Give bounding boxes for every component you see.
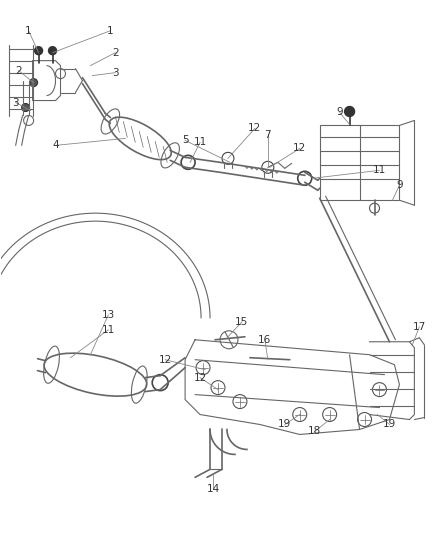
Text: 19: 19 — [382, 419, 395, 430]
Text: 11: 11 — [102, 325, 115, 335]
Text: 11: 11 — [193, 138, 206, 148]
Text: 1: 1 — [25, 26, 32, 36]
Text: 4: 4 — [52, 140, 59, 150]
Text: 9: 9 — [395, 180, 402, 190]
Text: 11: 11 — [372, 165, 385, 175]
Circle shape — [49, 47, 57, 55]
Text: 2: 2 — [112, 47, 118, 58]
Circle shape — [29, 78, 38, 86]
Text: 13: 13 — [102, 310, 115, 320]
Text: 19: 19 — [278, 419, 291, 430]
Text: 3: 3 — [12, 98, 19, 108]
Text: 12: 12 — [248, 124, 261, 133]
Text: 12: 12 — [193, 373, 206, 383]
Text: 16: 16 — [258, 335, 271, 345]
Text: 14: 14 — [206, 484, 219, 494]
Circle shape — [35, 47, 42, 55]
Text: 15: 15 — [235, 317, 248, 327]
Text: 17: 17 — [412, 322, 425, 332]
Text: 12: 12 — [158, 354, 171, 365]
Circle shape — [344, 107, 354, 117]
Text: 12: 12 — [293, 143, 306, 154]
Text: 2: 2 — [15, 66, 22, 76]
Text: 7: 7 — [264, 131, 271, 140]
Text: 1: 1 — [107, 26, 113, 36]
Text: 3: 3 — [112, 68, 118, 78]
Text: 5: 5 — [181, 135, 188, 146]
Circle shape — [21, 103, 29, 111]
Text: 9: 9 — [336, 108, 342, 117]
Text: 18: 18 — [307, 426, 321, 437]
